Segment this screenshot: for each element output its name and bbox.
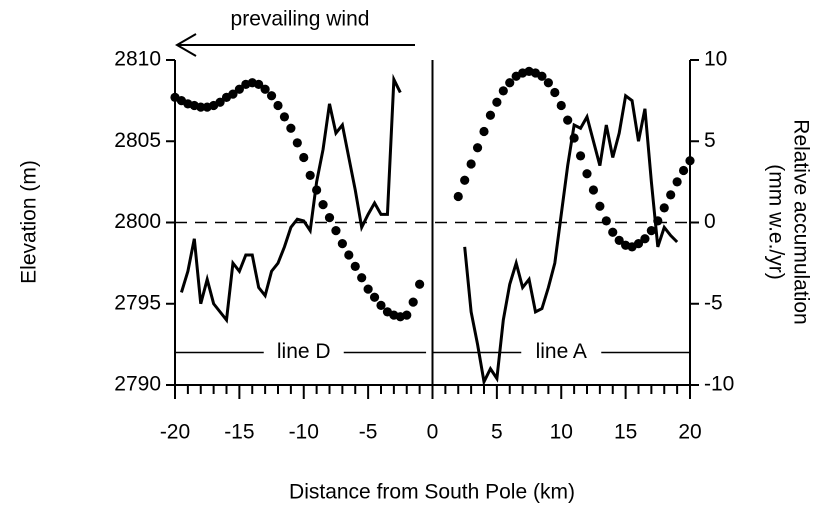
x-tick-label: 20 (678, 421, 701, 444)
elevation-dot (466, 159, 476, 169)
elevation-dot (601, 216, 611, 226)
elevation-dot (479, 126, 489, 137)
elevation-dot (305, 170, 315, 180)
elevation-dot (666, 190, 676, 200)
y2-axis-label: (mm w.e./yr) (764, 164, 787, 280)
elevation-dot (485, 110, 496, 120)
elevation-dot (685, 156, 695, 166)
elevation-dot (408, 297, 418, 307)
y-tick-label: 2810 (114, 48, 161, 71)
elevation-dot (324, 213, 335, 223)
y2-tick-label: 0 (704, 210, 716, 233)
elevation-dot (498, 86, 508, 96)
elevation-dot (415, 279, 425, 289)
y-tick-label: 2800 (114, 210, 161, 233)
elevation-dot (273, 100, 283, 111)
elevation-dot (608, 227, 618, 237)
elevation-dot (556, 100, 566, 111)
elevation-dot (215, 97, 225, 107)
elevation-dot (575, 151, 586, 161)
elevation-dot (537, 71, 547, 81)
accumulation-line (180, 73, 402, 324)
annotation: line D (277, 340, 331, 363)
elevation-dot (260, 84, 270, 94)
elevation-dot (337, 239, 347, 249)
x-tick-label: 0 (427, 421, 439, 444)
elevation-dot (228, 89, 238, 99)
elevation-dot (234, 84, 244, 94)
elevation-dot (254, 79, 264, 89)
elevation-dot (563, 115, 573, 125)
elevation-dot (640, 234, 650, 244)
elevation-dot (460, 175, 470, 185)
y2-axis-label: Relative accumulation (789, 119, 812, 324)
y2-tick-label: -5 (704, 291, 723, 314)
elevation-dot (357, 273, 367, 283)
annotation: line A (536, 340, 587, 363)
elevation-dot (196, 102, 206, 112)
elevation-dot (344, 250, 354, 260)
elevation-dot (266, 91, 277, 101)
x-tick-label: 15 (614, 421, 637, 444)
y2-tick-label: -10 (704, 373, 734, 396)
x-tick-label: -5 (359, 421, 378, 444)
elevation-dot (363, 284, 373, 294)
x-tick-label: -10 (289, 421, 319, 444)
accumulation-line (463, 93, 679, 387)
y2-tick-label: 10 (704, 48, 727, 71)
elevation-dot (318, 200, 328, 210)
wind-arrow-head (175, 33, 197, 57)
elevation-dot (678, 165, 689, 176)
elevation-dot (582, 169, 592, 179)
elevation-dot (472, 143, 483, 153)
wind-label: prevailing wind (231, 8, 370, 31)
y2-tick-label: 5 (704, 129, 716, 152)
x-tick-label: 10 (550, 421, 573, 444)
elevation-dot (588, 185, 599, 195)
elevation-dot (299, 152, 309, 163)
wind-arrow (175, 33, 415, 57)
elevation-dot (453, 191, 463, 202)
elevation-dot (659, 203, 669, 213)
elevation-dot (614, 235, 624, 245)
x-tick-label: 5 (491, 421, 503, 444)
y-axis-label: Elevation (m) (18, 160, 41, 284)
elevation-dot (595, 201, 605, 211)
x-tick-label: -20 (160, 421, 190, 444)
x-axis-label: Distance from South Pole (km) (289, 481, 575, 504)
elevation-dot (646, 226, 656, 236)
elevation-dot (672, 177, 682, 187)
elevation-dot (331, 226, 341, 236)
x-tick-label: -15 (224, 421, 254, 444)
y-tick-label: 2795 (114, 291, 161, 314)
y-tick-label: 2790 (114, 373, 161, 396)
elevation-dot (505, 78, 515, 88)
elevation-dot (286, 123, 296, 133)
elevation-dot (279, 112, 290, 122)
y-tick-label: 2805 (114, 129, 161, 152)
elevation-dot (633, 239, 644, 249)
elevation-dot (550, 87, 560, 98)
elevation-dot (543, 78, 553, 88)
elevation-dot (292, 138, 302, 148)
elevation-dot (402, 310, 412, 320)
elevation-dot (492, 97, 502, 107)
elevation-dot (350, 261, 360, 271)
elevation-dot (376, 300, 386, 310)
elevation-dot (369, 292, 380, 302)
